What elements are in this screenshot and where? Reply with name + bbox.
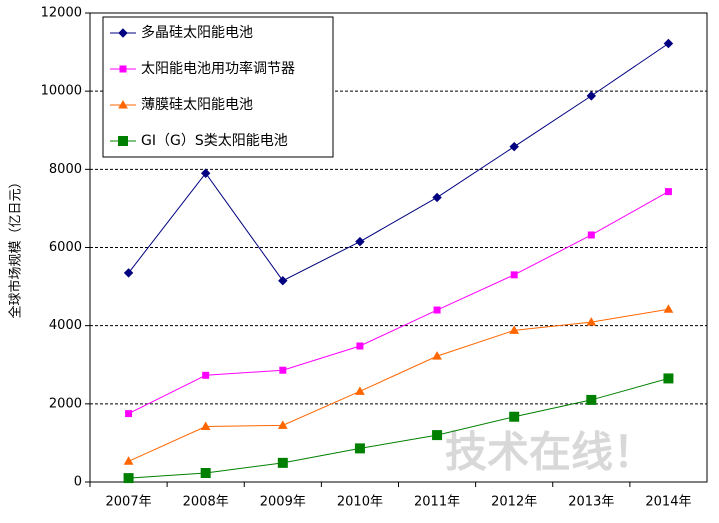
legend-label: 薄膜硅太阳能电池 [141,97,253,113]
marker [355,386,365,395]
series-line [128,191,669,415]
marker [200,421,211,431]
marker [119,65,127,73]
legend-box [102,16,334,158]
marker [356,342,364,350]
marker [663,38,674,49]
legend-label: 太阳能电池用功率调节器 [141,60,295,77]
marker [510,271,518,279]
marker [123,268,134,278]
x-tick-label: 2013年 [568,495,614,510]
marker [432,351,442,360]
series-line [128,377,669,479]
marker [277,457,288,468]
x-tick-label: 2012年 [491,495,537,510]
marker [586,317,597,326]
marker [664,188,672,196]
y-tick-label: 4000 [49,318,82,333]
x-tick-label: 2011年 [414,495,460,510]
y-tick-label: 2000 [49,396,82,411]
marker [509,325,520,334]
x-tick-label: 2014年 [645,495,691,510]
y-tick-label: 8000 [49,162,82,177]
marker [278,276,288,286]
marker [200,168,211,178]
marker [125,410,133,418]
x-tick-label: 2008年 [183,495,229,510]
watermark: 技术在线！ [445,428,655,477]
legend-label: GI（G）S类太阳能电池 [141,133,288,149]
marker [123,473,134,484]
marker [432,430,443,441]
marker [277,420,288,429]
series-line [128,43,669,282]
y-tick-label: 0 [74,475,82,490]
marker [509,141,519,152]
marker [118,99,128,109]
x-tick-label: 2009年 [260,495,306,510]
y-tick-label: 10000 [41,84,82,99]
legend-label: 多晶硅太阳能电池 [141,24,253,41]
marker [200,468,211,479]
y-axis-label: 全球市场规模（亿日元） [8,175,24,318]
marker [663,304,674,313]
marker [118,136,128,146]
marker [586,91,597,101]
y-tick-label: 6000 [49,240,82,255]
x-tick-label: 2010年 [337,495,383,510]
marker [355,236,365,247]
marker [354,443,365,454]
marker [432,192,442,203]
marker [202,371,210,379]
marker [279,366,287,374]
marker [663,373,674,384]
marker [586,394,597,405]
x-tick-label: 2007年 [106,495,152,510]
marker [433,306,441,314]
marker [118,28,128,38]
marker [587,231,595,239]
y-tick-label: 12000 [41,6,82,21]
marker [509,411,520,422]
marker [123,456,134,465]
series-line [128,308,669,462]
